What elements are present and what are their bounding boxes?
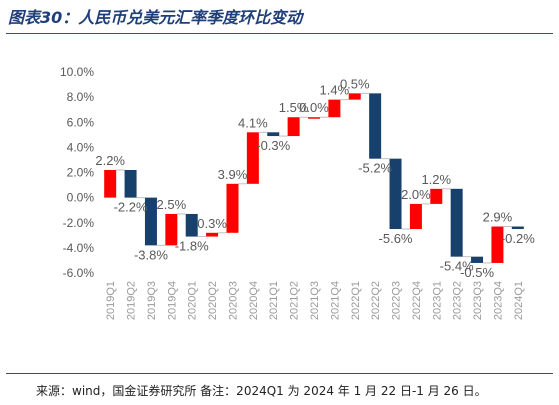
- title-rule: [6, 33, 553, 34]
- x-tick-label: 2022Q2: [370, 281, 382, 320]
- data-label: -5.2%: [358, 161, 392, 176]
- data-label: -0.3%: [256, 138, 290, 153]
- data-label: -1.8%: [175, 239, 209, 254]
- data-label: 2.2%: [95, 153, 125, 168]
- data-label: -3.8%: [134, 247, 168, 262]
- x-tick-label: 2022Q1: [350, 281, 362, 320]
- x-tick-label: 2023Q4: [492, 281, 504, 320]
- x-tick-label: 2021Q1: [268, 281, 280, 320]
- x-tick-label: 2023Q2: [452, 281, 464, 320]
- data-label: 0.3%: [197, 216, 227, 231]
- x-tick-label: 2024Q1: [513, 281, 525, 320]
- waterfall-bar: [206, 232, 219, 237]
- x-tick-label: 2023Q3: [472, 281, 484, 320]
- y-tick-label: -2.0%: [63, 216, 95, 230]
- chart-title: 图表30：人民币兑美元汇率季度环比变动: [8, 8, 303, 27]
- x-tick-label: 2020Q3: [227, 281, 239, 320]
- x-tick-label: 2021Q2: [289, 281, 301, 320]
- x-tick-label: 2020Q2: [207, 281, 219, 320]
- waterfall-bar: [430, 188, 443, 204]
- data-label: -0.2%: [501, 231, 535, 246]
- x-tick-label: 2020Q4: [248, 281, 260, 320]
- x-tick-label: 2019Q3: [146, 281, 158, 320]
- data-label: 2.5%: [157, 197, 187, 212]
- x-tick-label: 2019Q2: [126, 281, 138, 320]
- x-tick-label: 2019Q4: [166, 281, 178, 320]
- y-tick-label: -6.0%: [63, 266, 95, 280]
- y-tick-label: 10.0%: [60, 65, 94, 79]
- waterfall-bar: [491, 226, 504, 263]
- y-tick-label: 4.0%: [67, 140, 95, 154]
- data-label: -5.6%: [379, 231, 413, 246]
- waterfall-bar: [471, 256, 484, 263]
- waterfall-bar: [308, 117, 320, 119]
- waterfall-bar: [369, 93, 382, 159]
- data-label: 1.4%: [320, 83, 350, 98]
- waterfall-bar: [144, 197, 157, 246]
- data-label: 1.5%: [279, 100, 309, 115]
- x-tick-label: 2023Q1: [431, 281, 443, 320]
- waterfall-bar: [124, 169, 137, 198]
- waterfall-bar: [328, 99, 341, 118]
- data-label: 0.5%: [340, 76, 370, 91]
- waterfall-bar: [226, 183, 239, 233]
- footer-rule: [6, 373, 553, 374]
- y-tick-label: 0.0%: [67, 191, 95, 205]
- x-tick-label: 2021Q3: [309, 281, 321, 320]
- data-label: 2.0%: [401, 187, 431, 202]
- y-tick-label: 2.0%: [67, 166, 95, 180]
- data-label: 2.9%: [483, 210, 513, 225]
- waterfall-chart: -6.0% -4.0% -2.0% 0.0% 2.0% 4.0% 6.0% 8.0% 10.0%…: [60, 65, 535, 320]
- data-label: 1.2%: [421, 172, 451, 187]
- waterfall-bar: [267, 132, 280, 137]
- data-label: 4.1%: [238, 115, 268, 130]
- waterfall-bar: [348, 93, 361, 100]
- waterfall-bar: [165, 213, 178, 246]
- x-tick-label: 2020Q1: [187, 281, 199, 320]
- waterfall-bar: [287, 117, 300, 137]
- x-tick-label: 2019Q1: [105, 281, 117, 320]
- y-tick-label: 8.0%: [67, 90, 95, 104]
- waterfall-bar: [185, 213, 198, 237]
- y-tick-label: 6.0%: [67, 115, 95, 129]
- data-label: 0.0%: [299, 100, 329, 115]
- waterfall-bar: [104, 169, 117, 198]
- waterfall-bar: [450, 188, 463, 257]
- data-label: 3.9%: [218, 167, 248, 182]
- waterfall-bar: [246, 132, 259, 184]
- data-label: -0.5%: [460, 265, 494, 280]
- x-tick-label: 2022Q3: [391, 281, 403, 320]
- waterfall-bar: [409, 203, 422, 230]
- x-tick-label: 2022Q4: [411, 281, 423, 320]
- y-tick-label: -4.0%: [63, 241, 95, 255]
- waterfall-bar: [511, 226, 524, 230]
- data-label: -2.2%: [114, 200, 148, 215]
- source-note: 来源：wind，国金证券研究所 备注：2024Q1 为 2024 年 1 月 2…: [36, 384, 487, 398]
- x-tick-label: 2021Q4: [329, 281, 341, 320]
- data-label: -5.4%: [440, 259, 474, 274]
- waterfall-bar: [389, 158, 402, 230]
